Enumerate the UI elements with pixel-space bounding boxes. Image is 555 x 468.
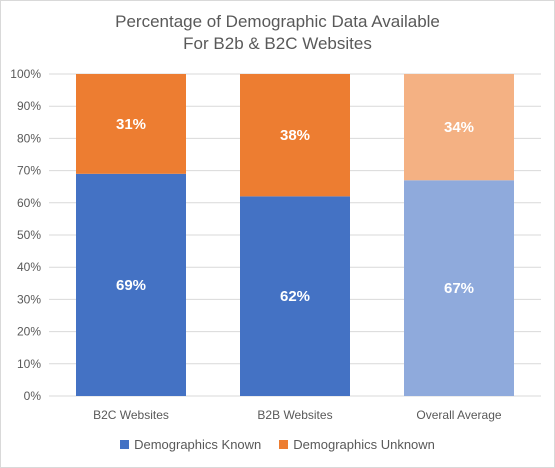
legend-swatch-unknown [279,440,289,449]
data-label: 67% [444,280,474,297]
data-label: 38% [280,127,310,144]
chart-title: Percentage of Demographic Data Available… [1,11,554,55]
x-axis-ticks: B2C Websites B2B Websites Overall Average [93,408,502,422]
bar-segment-known [76,173,186,396]
bar-segment-unknown [240,74,350,197]
chart-title-line-2: For B2b & B2C Websites [183,34,372,53]
legend-swatch-known [120,440,130,449]
y-tick-label: 100% [10,67,41,81]
data-label: 69% [116,277,146,294]
y-tick-label: 90% [17,99,41,113]
x-tick-label: B2B Websites [257,408,332,422]
bars: 69% 31% 62% 38% 67% 34% [76,74,514,396]
data-label: 31% [116,116,146,133]
y-axis-ticks: 0% 10% 20% 30% 40% 50% 60% 70% 80% 90% 100% [10,67,41,403]
data-label: 34% [444,119,474,136]
legend-label-unknown: Demographics Unknown [293,437,435,452]
y-tick-label: 20% [17,325,41,339]
legend-item-unknown: Demographics Unknown [279,437,435,452]
y-tick-label: 40% [17,260,41,274]
bar-segment-unknown [76,74,186,174]
y-tick-label: 10% [17,357,41,371]
y-tick-label: 0% [24,389,42,403]
chart-title-line-1: Percentage of Demographic Data Available [115,12,440,31]
legend: Demographics Known Demographics Unknown [1,437,554,452]
bar-segment-known [404,180,514,396]
y-tick-label: 30% [17,292,41,306]
y-tick-label: 70% [17,164,41,178]
y-tick-label: 80% [17,131,41,145]
bar-segment-known [240,196,350,396]
bar-segment-unknown [404,74,514,181]
y-tick-label: 60% [17,196,41,210]
legend-label-known: Demographics Known [134,437,262,452]
x-tick-label: Overall Average [416,408,501,422]
x-tick-label: B2C Websites [93,408,169,422]
y-tick-label: 50% [17,228,41,242]
legend-item-known: Demographics Known [120,437,261,452]
data-label: 62% [280,288,310,305]
